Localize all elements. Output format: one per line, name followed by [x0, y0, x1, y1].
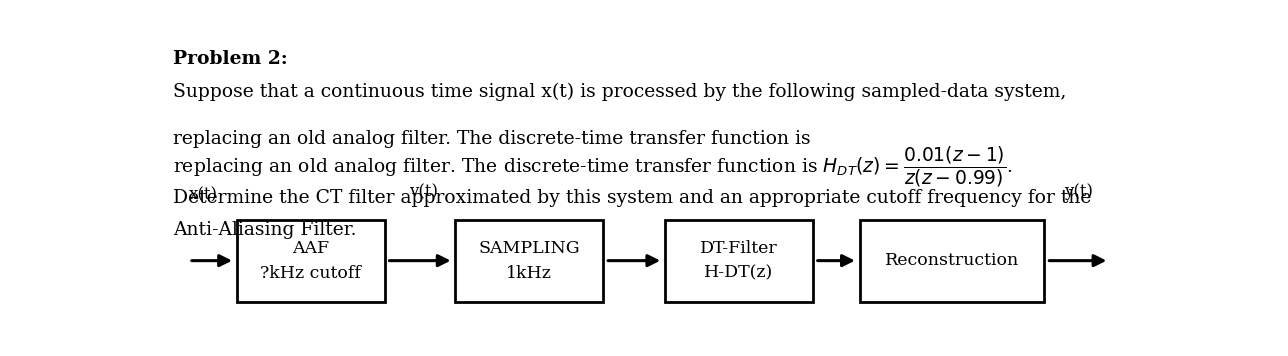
Text: Problem 2:: Problem 2: [173, 49, 287, 68]
Text: v(t): v(t) [408, 183, 438, 200]
Text: Determine the CT filter approximated by this system and an appropriate cutoff fr: Determine the CT filter approximated by … [173, 189, 1091, 208]
FancyBboxPatch shape [237, 220, 385, 302]
FancyBboxPatch shape [665, 220, 813, 302]
Text: y(t): y(t) [1064, 183, 1094, 200]
Text: SAMPLING
1kHz: SAMPLING 1kHz [479, 240, 580, 282]
Text: replacing an old analog filter. The discrete-time transfer function is: replacing an old analog filter. The disc… [173, 130, 817, 148]
Text: Reconstruction: Reconstruction [885, 252, 1019, 269]
Text: x(t): x(t) [189, 186, 218, 203]
Text: Suppose that a continuous time signal x(t) is processed by the following sampled: Suppose that a continuous time signal x(… [173, 83, 1066, 101]
Text: Anti-Aliasing Filter.: Anti-Aliasing Filter. [173, 221, 357, 239]
FancyBboxPatch shape [860, 220, 1045, 302]
Text: DT-Filter
H-DT(z): DT-Filter H-DT(z) [701, 240, 778, 282]
Text: replacing an old analog filter. The discrete-time transfer function is $H_{DT}(z: replacing an old analog filter. The disc… [173, 144, 1012, 189]
Text: AAF
?kHz cutoff: AAF ?kHz cutoff [260, 240, 361, 282]
FancyBboxPatch shape [456, 220, 603, 302]
